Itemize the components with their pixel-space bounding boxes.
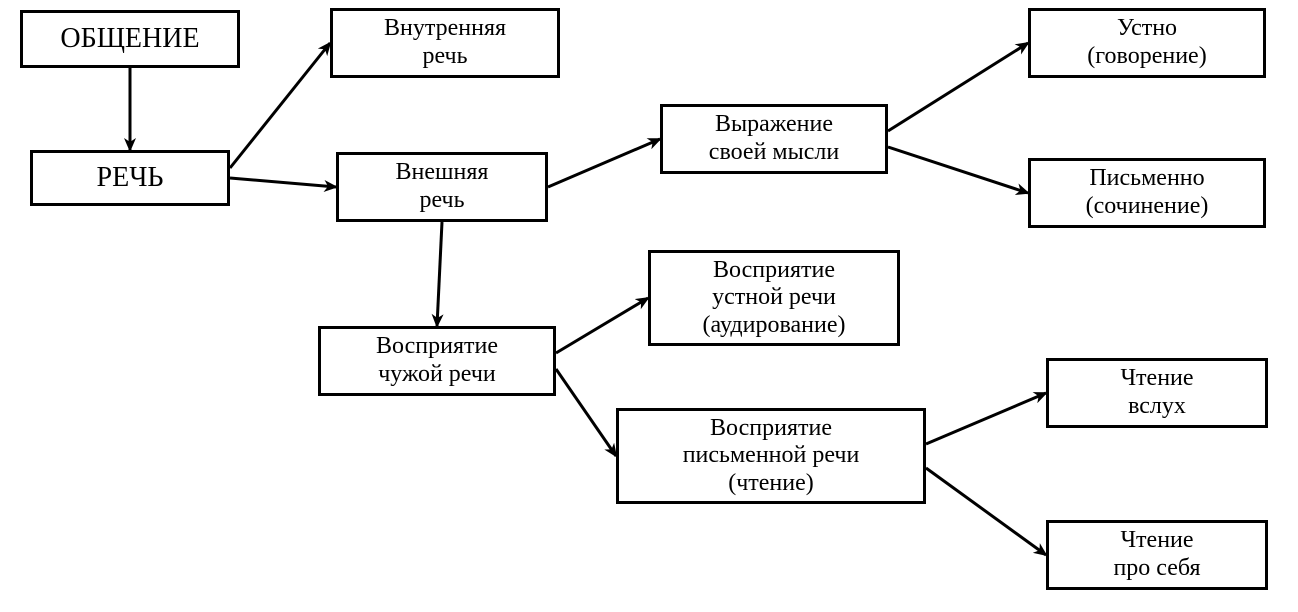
- node-label: Чтение: [1120, 527, 1193, 555]
- node-perception-oral: Восприятие устной речи (аудирование): [648, 250, 900, 346]
- node-label: (сочинение): [1086, 193, 1209, 221]
- node-label: Восприятие: [710, 415, 832, 443]
- node-label: речь: [422, 43, 467, 71]
- node-label: Восприятие: [713, 257, 835, 285]
- node-label: (говорение): [1087, 43, 1206, 71]
- node-label: письменной речи: [683, 442, 860, 470]
- edge: [926, 393, 1046, 444]
- node-label: Внутренняя: [384, 15, 506, 43]
- node-label: речь: [419, 187, 464, 215]
- node-label: РЕЧЬ: [97, 162, 164, 194]
- node-reading-aloud: Чтение вслух: [1046, 358, 1268, 428]
- node-perception-written: Восприятие письменной речи (чтение): [616, 408, 926, 504]
- node-label: (чтение): [728, 470, 814, 498]
- node-communication: ОБЩЕНИЕ: [20, 10, 240, 68]
- edge: [888, 43, 1028, 131]
- node-express-thought: Выражение своей мысли: [660, 104, 888, 174]
- node-label: Чтение: [1120, 365, 1193, 393]
- node-label: Письменно: [1089, 165, 1204, 193]
- edge: [556, 298, 648, 353]
- node-label: Восприятие: [376, 333, 498, 361]
- node-label: Выражение: [715, 111, 833, 139]
- node-label: (аудирование): [703, 312, 846, 340]
- node-label: Устно: [1117, 15, 1177, 43]
- node-label: про себя: [1113, 555, 1200, 583]
- edge: [548, 139, 660, 187]
- node-label: устной речи: [712, 284, 836, 312]
- node-written-composition: Письменно (сочинение): [1028, 158, 1266, 228]
- edge: [437, 222, 442, 326]
- node-label: ОБЩЕНИЕ: [60, 23, 199, 55]
- edge: [926, 468, 1046, 555]
- edge: [888, 147, 1028, 193]
- diagram-canvas: ОБЩЕНИЕ РЕЧЬ Внутренняя речь Внешняя реч…: [0, 0, 1298, 612]
- node-inner-speech: Внутренняя речь: [330, 8, 560, 78]
- node-label: Внешняя: [396, 159, 489, 187]
- node-perception-other: Восприятие чужой речи: [318, 326, 556, 396]
- node-speech: РЕЧЬ: [30, 150, 230, 206]
- node-label: чужой речи: [378, 361, 496, 389]
- node-label: вслух: [1128, 393, 1186, 421]
- node-label: своей мысли: [709, 139, 839, 167]
- edge: [230, 178, 336, 187]
- node-oral-speaking: Устно (говорение): [1028, 8, 1266, 78]
- edge: [230, 43, 330, 168]
- edge: [556, 369, 616, 456]
- node-outer-speech: Внешняя речь: [336, 152, 548, 222]
- node-reading-silent: Чтение про себя: [1046, 520, 1268, 590]
